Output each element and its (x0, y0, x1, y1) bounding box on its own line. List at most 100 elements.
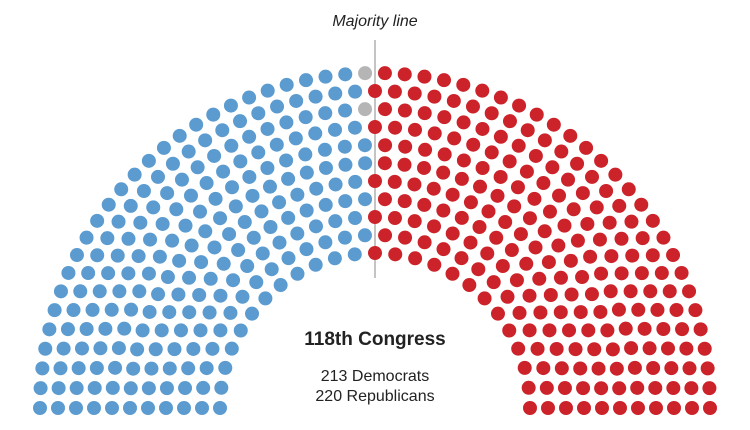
seat (527, 191, 542, 206)
seat (101, 266, 116, 281)
seat (308, 257, 323, 272)
seat (510, 180, 525, 195)
seat (688, 303, 703, 318)
seat (502, 114, 517, 129)
seat (171, 287, 186, 302)
seat (456, 77, 471, 92)
seat (167, 342, 182, 357)
seat (484, 145, 499, 160)
seat (51, 381, 66, 396)
seat (378, 228, 393, 243)
seat (397, 103, 412, 118)
seat (570, 233, 585, 248)
seat (213, 288, 228, 303)
seat (189, 117, 204, 132)
seat (347, 120, 362, 135)
seat (69, 248, 84, 263)
seat (272, 235, 287, 250)
seat (522, 211, 537, 226)
seat (33, 381, 48, 396)
seat (437, 147, 452, 162)
seat (542, 323, 557, 338)
seat (554, 144, 569, 159)
seat (674, 265, 689, 280)
seat (656, 230, 671, 245)
seat (225, 180, 240, 195)
seat (546, 117, 561, 132)
seat (594, 381, 609, 396)
seat (190, 160, 205, 175)
seat (490, 306, 505, 321)
seat (545, 160, 560, 175)
seat (517, 360, 532, 375)
seat (132, 284, 147, 299)
seat (654, 266, 669, 281)
seat (486, 275, 501, 290)
seat (388, 120, 403, 135)
seat (454, 251, 469, 266)
seat (536, 176, 551, 191)
seat (255, 246, 270, 261)
seat (308, 89, 323, 104)
seat (603, 284, 618, 299)
seat (502, 154, 517, 169)
seat (577, 401, 591, 415)
seat (141, 401, 155, 415)
seat (251, 106, 266, 121)
seat (465, 99, 480, 114)
seat (530, 341, 545, 356)
seat (581, 323, 596, 338)
seat (542, 204, 557, 219)
seat (298, 110, 313, 125)
seat (245, 306, 260, 321)
seat (661, 341, 676, 356)
seat (186, 341, 201, 356)
seat (69, 381, 84, 396)
seat (447, 131, 462, 146)
seat (199, 361, 214, 376)
seat (348, 211, 363, 226)
seat (226, 273, 241, 288)
seat (645, 248, 660, 263)
seat (270, 99, 285, 114)
seat (484, 106, 499, 121)
seat (290, 266, 305, 281)
seat (123, 198, 138, 213)
seat (462, 278, 477, 293)
seat (368, 84, 382, 98)
seat (318, 235, 333, 250)
seat (608, 167, 623, 182)
seat (387, 211, 402, 226)
seat (512, 305, 527, 320)
seat (575, 270, 590, 285)
seat (475, 121, 490, 136)
seat (73, 284, 88, 299)
seat (630, 380, 645, 395)
seat (89, 361, 104, 376)
seat (160, 270, 175, 285)
seat (554, 361, 569, 376)
seat (549, 341, 564, 356)
seat (100, 231, 115, 246)
seat (264, 262, 279, 277)
seat (184, 238, 199, 253)
seat (279, 153, 294, 168)
seat (700, 361, 715, 376)
seat (599, 183, 614, 198)
seat (223, 98, 238, 113)
seat (206, 107, 221, 122)
seat (258, 291, 273, 306)
seat (573, 361, 588, 376)
seat (69, 401, 83, 415)
seat (203, 271, 218, 286)
seat (260, 161, 275, 176)
seat (272, 195, 287, 210)
seat (563, 253, 578, 268)
seat (427, 257, 442, 272)
seat (121, 231, 136, 246)
seat (398, 139, 413, 154)
seat (92, 284, 107, 299)
seat (56, 341, 71, 356)
seat (298, 147, 313, 162)
